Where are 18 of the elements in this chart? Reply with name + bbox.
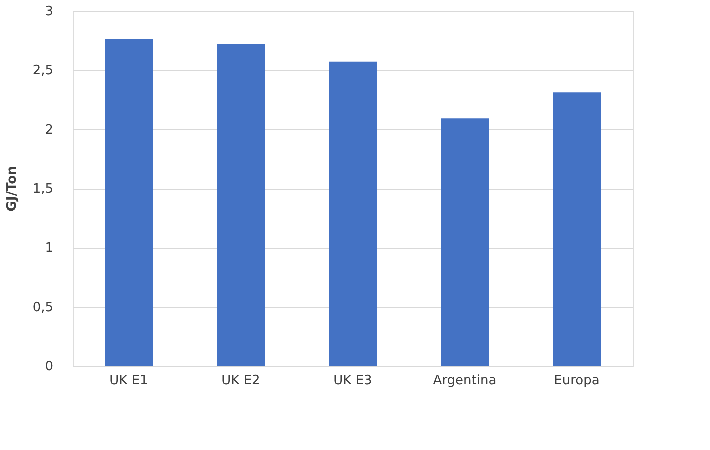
y-tick-label: 2,5 xyxy=(32,64,54,79)
bar xyxy=(553,92,601,366)
x-tick-label: Europa xyxy=(554,374,600,388)
bar xyxy=(441,118,489,366)
x-tick-label: UK E2 xyxy=(222,374,260,388)
y-tick-label: 2 xyxy=(45,122,54,138)
y-tick-label: 1 xyxy=(45,241,54,256)
bar xyxy=(105,39,153,366)
bar xyxy=(217,44,265,366)
y-tick-label: 0 xyxy=(45,360,54,374)
bar xyxy=(329,62,377,366)
x-tick-label: UK E1 xyxy=(110,374,148,388)
x-tick-label: UK E3 xyxy=(334,374,372,388)
y-tick-label: 1,5 xyxy=(32,182,54,197)
x-tick-label: Argentina xyxy=(433,374,497,388)
y-axis-title: GJ/Ton xyxy=(4,166,20,212)
y-tick-label: 0,5 xyxy=(32,300,54,316)
y-tick-label: 3 xyxy=(45,4,54,20)
